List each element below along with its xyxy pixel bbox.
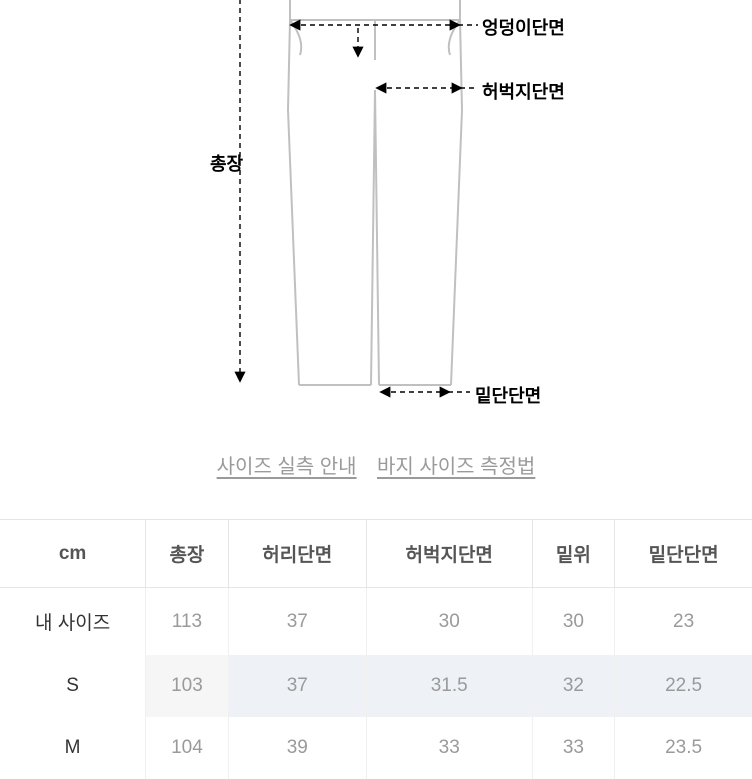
cell: 32	[532, 655, 615, 717]
col-header: 총장	[146, 520, 229, 588]
col-header: 밑위	[532, 520, 615, 588]
label-thigh: 허벅지단면	[482, 78, 565, 104]
cell: 30	[532, 588, 615, 656]
link-size-guide[interactable]: 사이즈 실측 안내	[217, 456, 357, 478]
cell: 23	[615, 588, 752, 656]
col-header: 허리단면	[228, 520, 366, 588]
row-label: S	[0, 655, 146, 717]
label-total-length: 총장	[210, 150, 243, 176]
row-label: 내 사이즈	[0, 588, 146, 656]
cell: 31.5	[366, 655, 532, 717]
cell: 39	[228, 717, 366, 779]
cell: 23.5	[615, 717, 752, 779]
table-row: S 103 37 31.5 32 22.5	[0, 655, 752, 717]
cell: 22.5	[615, 655, 752, 717]
cell: 103	[146, 655, 229, 717]
cell: 33	[532, 717, 615, 779]
info-links: 사이즈 실측 안내 바지 사이즈 측정법	[0, 450, 752, 479]
cell: 37	[228, 655, 366, 717]
label-hem: 밑단단면	[475, 382, 541, 408]
row-label: M	[0, 717, 146, 779]
size-table: cm 총장 허리단면 허벅지단면 밑위 밑단단면 내 사이즈 113 37 30…	[0, 519, 752, 779]
pants-diagram: 총장 엉덩이단면 허벅지단면 밑단단면	[0, 0, 752, 410]
col-header: 밑단단면	[615, 520, 752, 588]
cell: 37	[228, 588, 366, 656]
col-header: 허벅지단면	[366, 520, 532, 588]
cell: 104	[146, 717, 229, 779]
cell: 33	[366, 717, 532, 779]
label-hip: 엉덩이단면	[482, 14, 565, 40]
unit-header: cm	[0, 520, 146, 588]
cell: 30	[366, 588, 532, 656]
cell: 113	[146, 588, 229, 656]
table-row: M 104 39 33 33 23.5	[0, 717, 752, 779]
table-body: 내 사이즈 113 37 30 30 23 S 103 37 31.5 32 2…	[0, 588, 752, 779]
link-measure-method[interactable]: 바지 사이즈 측정법	[377, 456, 535, 478]
pants-svg	[0, 0, 752, 410]
table-row: 내 사이즈 113 37 30 30 23	[0, 588, 752, 656]
table-header-row: cm 총장 허리단면 허벅지단면 밑위 밑단단면	[0, 520, 752, 588]
